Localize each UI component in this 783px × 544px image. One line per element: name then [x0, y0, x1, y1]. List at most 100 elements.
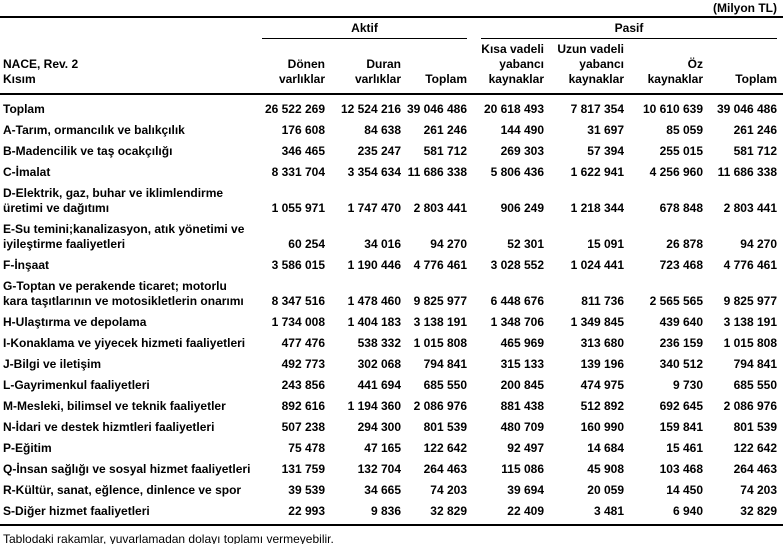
cell-value: 892 616	[281, 399, 325, 413]
cell-value: 794 841	[733, 357, 777, 371]
row-label: S-Diğer hizmet faaliyetleri	[0, 501, 262, 526]
row-label: Q-İnsan sağlığı ve sosyal hizmet faaliye…	[3, 462, 251, 476]
row-label: M-Mesleki, bilimsel ve teknik faaliyetle…	[3, 399, 226, 413]
cell-value: 261 246	[423, 123, 467, 137]
cell-value: 94 270	[430, 237, 467, 251]
balance-sheet-table: Aktif Pasif NACE, Rev. 2 Kısım Dönen var…	[0, 16, 783, 526]
cell-value: 34 665	[364, 483, 401, 497]
table-row: G-Toptan ve perakende ticaret; motorlu k…	[0, 276, 783, 312]
cell-value: 685 550	[423, 378, 467, 392]
corner-spacer	[0, 17, 262, 39]
cell-value: 492 773	[281, 357, 325, 371]
cell-value: 2 803 441	[413, 201, 467, 215]
table-row: J-Bilgi ve iletişim 492 773 302 068 794 841…	[0, 354, 783, 375]
cell-value: 9 825 977	[723, 294, 777, 308]
table-row: H-Ulaştırma ve depolama 1 734 008 1 404 18…	[0, 312, 783, 333]
cell-value: 474 975	[580, 378, 624, 392]
cell-value: 74 203	[430, 483, 467, 497]
row-label: N-İdari ve destek hizmtleri faaliyetleri	[3, 420, 215, 434]
cell-value: 22 409	[467, 501, 544, 526]
col-header-donen-varliklar: Dönen varlıklar	[262, 39, 325, 95]
cell-value: 243 856	[281, 378, 325, 392]
cell-value: 1 055 971	[271, 201, 325, 215]
cell-value: 103 468	[659, 462, 703, 476]
row-label: Toplam	[3, 102, 45, 116]
cell-value: 8 331 704	[271, 165, 325, 179]
row-label: G-Toptan ve perakende ticaret; motorlu k…	[3, 279, 244, 308]
table-row: E-Su temini;kanalizasyon, atık yönetimi …	[0, 219, 783, 255]
cell-value: 2 086 976	[723, 399, 777, 413]
table-row-total: Toplam 26 522 269 12 524 216 39 046 486 20 6…	[0, 94, 783, 120]
cell-value: 581 712	[423, 144, 467, 158]
cell-value: 261 246	[733, 123, 777, 137]
table-row: I-Konaklama ve yiyecek hizmeti faaliyetl…	[0, 333, 783, 354]
cell-value: 1 734 008	[271, 315, 325, 329]
cell-value: 801 539	[733, 420, 777, 434]
cell-value: 31 697	[587, 123, 624, 137]
column-header-row: NACE, Rev. 2 Kısım Dönen varlıklar Duran…	[0, 39, 783, 95]
cell-value: 45 908	[587, 462, 624, 476]
cell-value: 692 645	[659, 399, 703, 413]
cell-value: 3 354 634	[347, 165, 401, 179]
row-label: F-İnşaat	[3, 258, 50, 272]
cell-value: 480 709	[500, 420, 544, 434]
cell-value: 881 438	[500, 399, 544, 413]
cell-value: 1 190 446	[347, 258, 401, 272]
cell-value: 9 825 977	[413, 294, 467, 308]
row-label: R-Kültür, sanat, eğlence, dinlence ve sp…	[3, 483, 242, 497]
row-label: D-Elektrik, gaz, buhar ve iklimlendirme …	[3, 186, 224, 215]
cell-value: 9 836	[325, 501, 401, 526]
row-label: C-İmalat	[3, 165, 51, 179]
cell-value: 57 394	[587, 144, 624, 158]
col-header-pasif-toplam: Toplam	[703, 39, 783, 95]
cell-value: 122 642	[733, 441, 777, 455]
cell-value: 6 940	[624, 501, 703, 526]
cell-value: 313 680	[580, 336, 624, 350]
cell-value: 439 640	[659, 315, 703, 329]
cell-value: 12 524 216	[340, 102, 401, 116]
cell-value: 15 091	[587, 237, 624, 251]
cell-value: 685 550	[733, 378, 777, 392]
cell-value: 477 476	[281, 336, 325, 350]
table-row: B-Madencilik ve taş ocakçılığı 346 465 235…	[0, 141, 783, 162]
row-label: H-Ulaştırma ve depolama	[3, 315, 147, 329]
cell-value: 26 878	[666, 237, 703, 251]
cell-value: 7 817 354	[570, 102, 624, 116]
cell-value: 3 586 015	[271, 258, 325, 272]
cell-value: 4 776 461	[723, 258, 777, 272]
cell-value: 4 256 960	[649, 165, 703, 179]
cell-value: 441 694	[357, 378, 401, 392]
cell-value: 1 478 460	[347, 294, 401, 308]
cell-value: 122 642	[423, 441, 467, 455]
cell-value: 160 990	[580, 420, 624, 434]
cell-value: 10 610 639	[642, 102, 703, 116]
group-header-aktif: Aktif	[262, 17, 467, 39]
cell-value: 52 301	[507, 237, 544, 251]
table-row: R-Kültür, sanat, eğlence, dinlence ve sp…	[0, 480, 783, 501]
cell-value: 794 841	[423, 357, 467, 371]
col-header-oz-kaynaklar: Öz kaynaklar	[624, 39, 703, 95]
row-label: A-Tarım, ormancılık ve balıkçılık	[3, 123, 185, 137]
cell-value: 1 747 470	[347, 201, 401, 215]
cell-value: 131 759	[281, 462, 325, 476]
cell-value: 2 565 565	[649, 294, 703, 308]
cell-value: 723 468	[659, 258, 703, 272]
cell-value: 3 028 552	[490, 258, 544, 272]
cell-value: 465 969	[500, 336, 544, 350]
cell-value: 1 015 808	[413, 336, 467, 350]
cell-value: 39 694	[507, 483, 544, 497]
unit-note: (Milyon TL)	[713, 1, 777, 15]
cell-value: 60 254	[288, 237, 325, 251]
col-header-uzun-vadeli: Uzun vadeli yabancı kaynaklar	[544, 39, 624, 95]
cell-value: 255 015	[659, 144, 703, 158]
cell-value: 315 133	[500, 357, 544, 371]
cell-value: 11 686 338	[717, 165, 777, 179]
col-header-aktif-toplam: Toplam	[401, 39, 467, 95]
cell-value: 538 332	[357, 336, 401, 350]
cell-value: 9 730	[672, 378, 703, 392]
row-dimension-header: NACE, Rev. 2 Kısım	[0, 39, 262, 95]
cell-value: 8 347 516	[271, 294, 325, 308]
table-row: C-İmalat 8 331 704 3 354 634 11 686 338 5 80…	[0, 162, 783, 183]
cell-value: 132 704	[357, 462, 401, 476]
